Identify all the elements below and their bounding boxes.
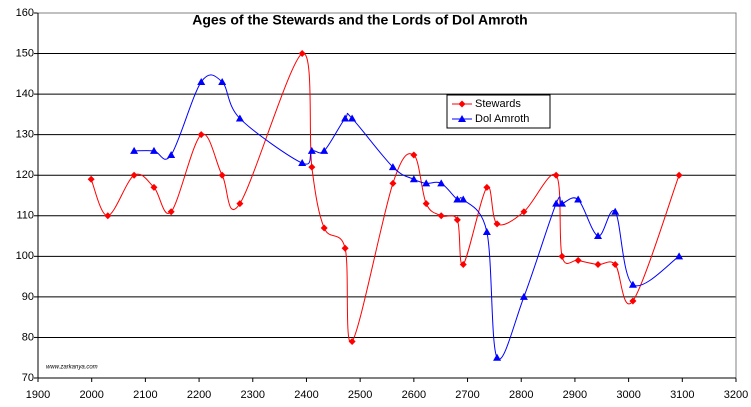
marker [594,232,603,240]
marker [236,200,244,208]
marker [453,195,462,203]
marker [308,163,316,171]
marker [552,199,561,207]
marker [458,115,466,122]
marker [348,114,357,122]
x-tick-label: 2000 [79,389,103,401]
x-tick-label: 2200 [187,389,211,401]
chart-title: Ages of the Stewards and the Lords of Do… [192,12,528,28]
marker [410,151,418,159]
marker [409,175,418,183]
marker [493,353,502,361]
marker [558,199,567,207]
marker [552,171,560,179]
marker [459,195,468,203]
marker [235,114,244,122]
marker [348,338,356,345]
x-tick-label: 2900 [563,389,587,401]
y-tick-label: 100 [16,250,34,262]
x-tick-label: 2500 [348,389,372,401]
marker [298,159,307,167]
marker [574,256,582,264]
x-tick-label: 3000 [616,389,640,401]
marker [150,183,158,191]
marker [437,179,446,187]
x-tick-label: 2600 [402,389,426,401]
x-tick-label: 2700 [455,389,479,401]
marker [197,77,206,85]
y-tick-label: 120 [16,169,34,181]
marker [628,280,637,288]
marker [149,146,158,154]
legend-label: Dol Amroth [475,113,529,125]
x-tick-label: 2800 [509,389,533,401]
marker [422,179,431,187]
marker [483,183,491,191]
marker [87,175,95,183]
y-tick-label: 80 [22,331,34,343]
marker [341,114,350,122]
x-tick-label: 1900 [26,389,50,401]
marker [167,150,176,158]
marker [341,244,349,252]
marker [629,297,637,305]
x-tick-label: 3200 [724,389,748,401]
marker [675,171,683,179]
marker [422,200,430,208]
series-line [90,53,680,343]
marker [453,216,461,224]
marker [493,220,501,228]
marker [218,77,227,85]
y-tick-label: 150 [16,47,34,59]
marker [104,212,112,220]
y-tick-label: 110 [16,210,34,222]
series-line [134,74,680,360]
marker [167,208,175,216]
marker [437,212,445,220]
plot-frame [37,12,737,379]
marker [307,146,316,154]
legend-label: Stewards [475,98,521,110]
marker [594,260,602,268]
marker [197,131,205,139]
x-tick-label: 2100 [133,389,157,401]
marker [482,228,491,235]
marker [298,50,306,58]
y-tick-label: 70 [22,372,34,384]
marker [520,208,528,216]
x-tick-label: 2400 [294,389,318,401]
legend-box [446,94,551,129]
marker [519,292,528,300]
marker [320,146,329,154]
marker [130,171,138,179]
marker [320,224,328,232]
marker [389,179,397,187]
marker [218,171,226,179]
y-tick-label: 130 [16,129,34,141]
marker [611,207,620,215]
marker [130,146,139,154]
marker [675,252,684,260]
y-tick-label: 140 [16,88,34,100]
y-tick-label: 90 [22,291,34,303]
marker [458,100,466,108]
marker [558,252,566,260]
watermark: www.zarkanya.com [46,365,98,371]
marker [611,260,619,268]
x-tick-label: 2300 [241,389,265,401]
marker [388,163,397,171]
marker [459,260,467,268]
y-tick-label: 160 [16,7,34,19]
marker [574,195,583,203]
x-tick-label: 3100 [670,389,694,401]
